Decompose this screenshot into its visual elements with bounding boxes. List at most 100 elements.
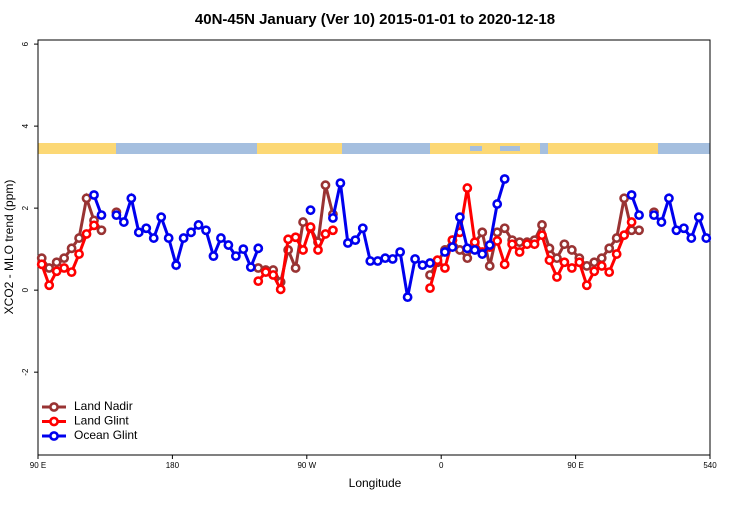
point xyxy=(163,233,174,243)
point xyxy=(290,232,301,243)
point xyxy=(514,237,525,248)
point xyxy=(335,178,346,189)
point xyxy=(320,180,331,191)
point xyxy=(589,257,600,268)
point xyxy=(238,244,249,255)
point xyxy=(477,249,488,259)
point xyxy=(462,243,473,254)
point xyxy=(477,227,488,238)
land-strip xyxy=(38,143,116,154)
point xyxy=(223,240,234,250)
y-axis-label: XCO2 - MLO trend (ppm) xyxy=(2,180,16,315)
point xyxy=(320,229,331,239)
point xyxy=(372,256,383,266)
point xyxy=(484,240,495,250)
point xyxy=(81,193,92,204)
land-ocean-strip xyxy=(38,143,710,154)
point xyxy=(492,199,503,209)
legend-marker xyxy=(49,431,59,441)
point xyxy=(74,233,84,243)
point xyxy=(201,225,211,236)
point xyxy=(290,263,301,273)
point xyxy=(604,267,615,278)
point xyxy=(589,266,600,277)
point xyxy=(649,210,659,221)
point xyxy=(417,260,428,271)
point xyxy=(141,223,152,234)
point xyxy=(81,229,92,239)
point xyxy=(634,225,644,236)
plot-frame xyxy=(37,39,711,456)
point xyxy=(611,249,622,259)
point xyxy=(447,242,458,252)
y-tick-label: 4 xyxy=(21,123,30,128)
point xyxy=(36,259,47,270)
point xyxy=(350,235,361,246)
point xyxy=(454,245,465,255)
point xyxy=(604,243,615,254)
point xyxy=(611,233,622,243)
point xyxy=(275,284,286,295)
point xyxy=(253,263,264,273)
point xyxy=(619,193,630,204)
point xyxy=(208,251,219,262)
point xyxy=(626,190,637,200)
point xyxy=(66,243,77,254)
x-tick-label: 90 E xyxy=(30,461,46,470)
point xyxy=(432,255,443,266)
legend-label: Land Nadir xyxy=(74,399,133,413)
point xyxy=(253,276,264,287)
point xyxy=(342,238,353,248)
point xyxy=(305,222,316,232)
point xyxy=(454,212,465,223)
point xyxy=(686,233,697,243)
point xyxy=(186,227,196,238)
point xyxy=(328,225,338,236)
point xyxy=(245,262,256,273)
point xyxy=(469,245,480,255)
point xyxy=(402,292,413,303)
legend-label: Land Glint xyxy=(74,414,129,428)
point xyxy=(581,280,592,291)
point xyxy=(425,283,435,293)
point xyxy=(66,267,77,278)
x-tick-label: 180 xyxy=(166,461,180,470)
point xyxy=(544,255,555,266)
point xyxy=(462,253,473,264)
point xyxy=(118,217,129,227)
point xyxy=(44,280,55,291)
point xyxy=(171,260,182,271)
point xyxy=(59,263,70,273)
point xyxy=(216,233,226,243)
x-tick-label: 540 xyxy=(703,461,717,470)
point xyxy=(156,212,167,223)
ocean-strip xyxy=(470,146,482,151)
point xyxy=(693,212,704,223)
point xyxy=(74,249,84,259)
point xyxy=(566,245,577,255)
point xyxy=(410,254,420,264)
point xyxy=(59,253,70,264)
point xyxy=(529,239,540,250)
point xyxy=(514,247,525,257)
point xyxy=(96,225,107,236)
point xyxy=(559,257,570,268)
point xyxy=(581,261,592,271)
point xyxy=(492,227,503,238)
point xyxy=(664,193,674,204)
point xyxy=(566,263,577,273)
point xyxy=(133,227,144,238)
point xyxy=(559,239,570,250)
land-strip xyxy=(430,143,540,154)
point xyxy=(148,233,159,243)
y-tick-label: 6 xyxy=(21,41,30,46)
point xyxy=(537,230,547,241)
point xyxy=(44,263,55,273)
point xyxy=(51,257,62,268)
point xyxy=(89,190,99,200)
point xyxy=(499,174,510,184)
point xyxy=(96,210,107,221)
point xyxy=(574,257,585,268)
point xyxy=(268,270,279,280)
